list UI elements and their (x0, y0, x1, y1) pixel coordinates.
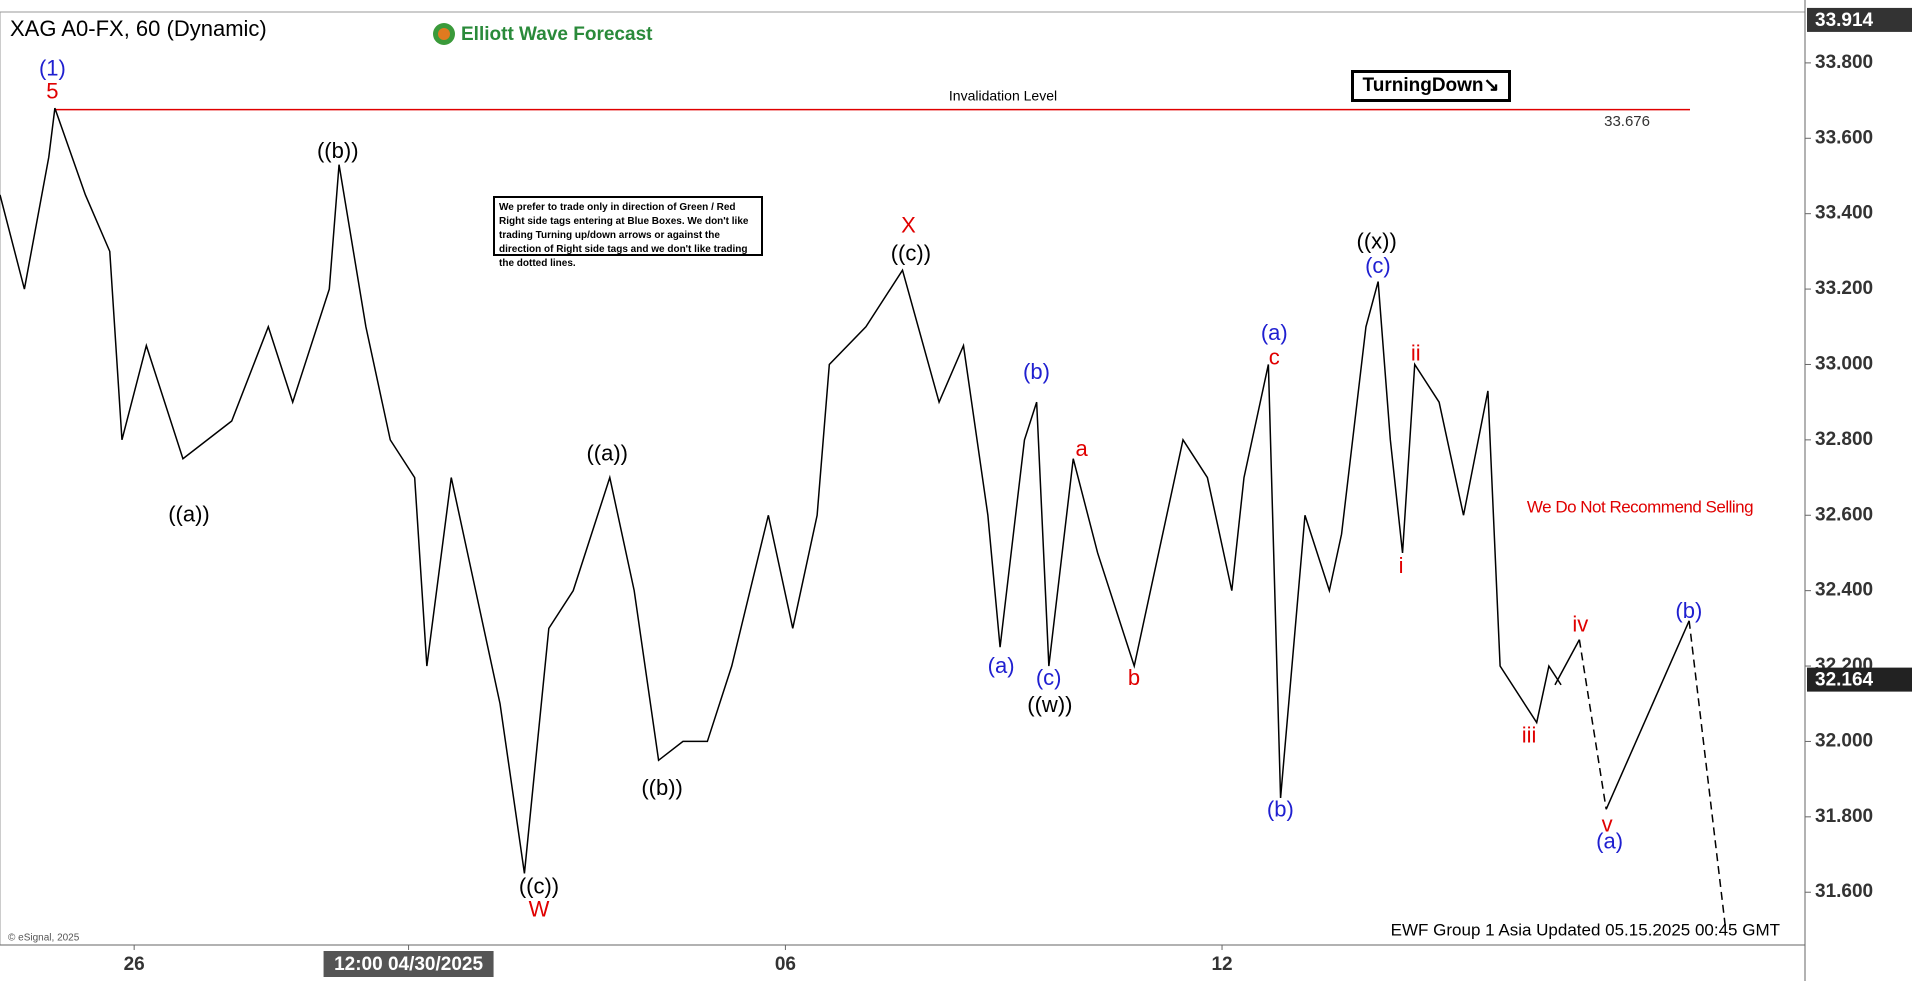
wave-label: (1) (39, 55, 66, 80)
x-tick-label: 12:00 04/30/2025 (334, 954, 483, 975)
y-tick-label: 31.800 (1815, 806, 1873, 827)
price-box-label: 32.164 (1815, 670, 1874, 691)
x-tick-label: 12 (1211, 954, 1232, 975)
plot-frame (0, 11, 1806, 946)
wave-label: (c) (1036, 665, 1062, 690)
y-tick-label: 32.000 (1815, 730, 1873, 751)
wave-label: b (1128, 665, 1140, 690)
x-tick-label: 06 (775, 954, 796, 975)
logo: Elliott Wave Forecast (461, 24, 653, 45)
wave-label: v (1602, 811, 1613, 836)
wave-label: W (529, 897, 550, 922)
wave-label: ((b)) (317, 138, 359, 163)
price-line (1578, 639, 1607, 810)
wave-label: iv (1572, 611, 1588, 636)
x-tick-highlight (323, 951, 494, 977)
wave-label: ((a)) (168, 502, 210, 527)
wave-label: ((b)) (641, 775, 683, 800)
copyright: © eSignal, 2025 (8, 933, 80, 944)
wave-label: c (1269, 344, 1280, 369)
footer: EWF Group 1 Asia Updated 05.15.2025 00:4… (1391, 920, 1780, 939)
wave-label: iii (1522, 722, 1537, 747)
y-tick-label: 32.600 (1815, 504, 1873, 525)
invalidation-value: 33.676 (1604, 113, 1650, 130)
wave-label: ((x)) (1357, 228, 1397, 253)
y-tick-label: 33.400 (1815, 203, 1873, 224)
wave-label: ((c)) (519, 874, 559, 899)
wave-label: ((w)) (1027, 692, 1072, 717)
wave-label: (b) (1675, 598, 1702, 623)
y-tick-label: 33.200 (1815, 278, 1873, 299)
wave-label: ((c)) (891, 241, 931, 266)
wave-label: (b) (1267, 797, 1294, 822)
price-line (1688, 620, 1727, 931)
wave-label: (a) (1261, 320, 1288, 345)
wave-label: a (1075, 436, 1088, 461)
wave-label: 5 (46, 78, 58, 103)
wave-label: (c) (1365, 253, 1391, 278)
logo-icon (438, 28, 450, 40)
price-line (0, 107, 1562, 874)
price-box-label: 33.914 (1815, 10, 1874, 31)
note: We prefer to trade only in direction of … (493, 196, 763, 269)
y-tick-label: 32.800 (1815, 429, 1873, 450)
y-tick-label: 33.800 (1815, 52, 1873, 73)
y-tick-label: 33.000 (1815, 353, 1873, 374)
invalidation-label: Invalidation Level (949, 88, 1057, 104)
x-tick-label: 26 (124, 954, 145, 975)
wave-label: i (1399, 553, 1404, 578)
wave-label: (a) (1596, 828, 1623, 853)
y-tick-label: 31.600 (1815, 881, 1873, 902)
wave-label: (b) (1023, 359, 1050, 384)
y-tick-label: 33.600 (1815, 127, 1873, 148)
price-box (1807, 7, 1912, 32)
turning-tag: TurningDown↘ (1351, 70, 1511, 102)
price-line (1554, 639, 1581, 686)
recommendation: We Do Not Recommend Selling (1527, 497, 1753, 516)
wave-label: (a) (988, 653, 1015, 678)
price-line (1605, 620, 1690, 810)
wave-label: X (901, 213, 916, 238)
y-tick-label: 32.400 (1815, 580, 1873, 601)
wave-label: ((a)) (586, 441, 628, 466)
price-box (1807, 667, 1912, 692)
wave-label: ii (1411, 341, 1421, 366)
chart-title: XAG A0-FX, 60 (Dynamic) (10, 16, 267, 41)
